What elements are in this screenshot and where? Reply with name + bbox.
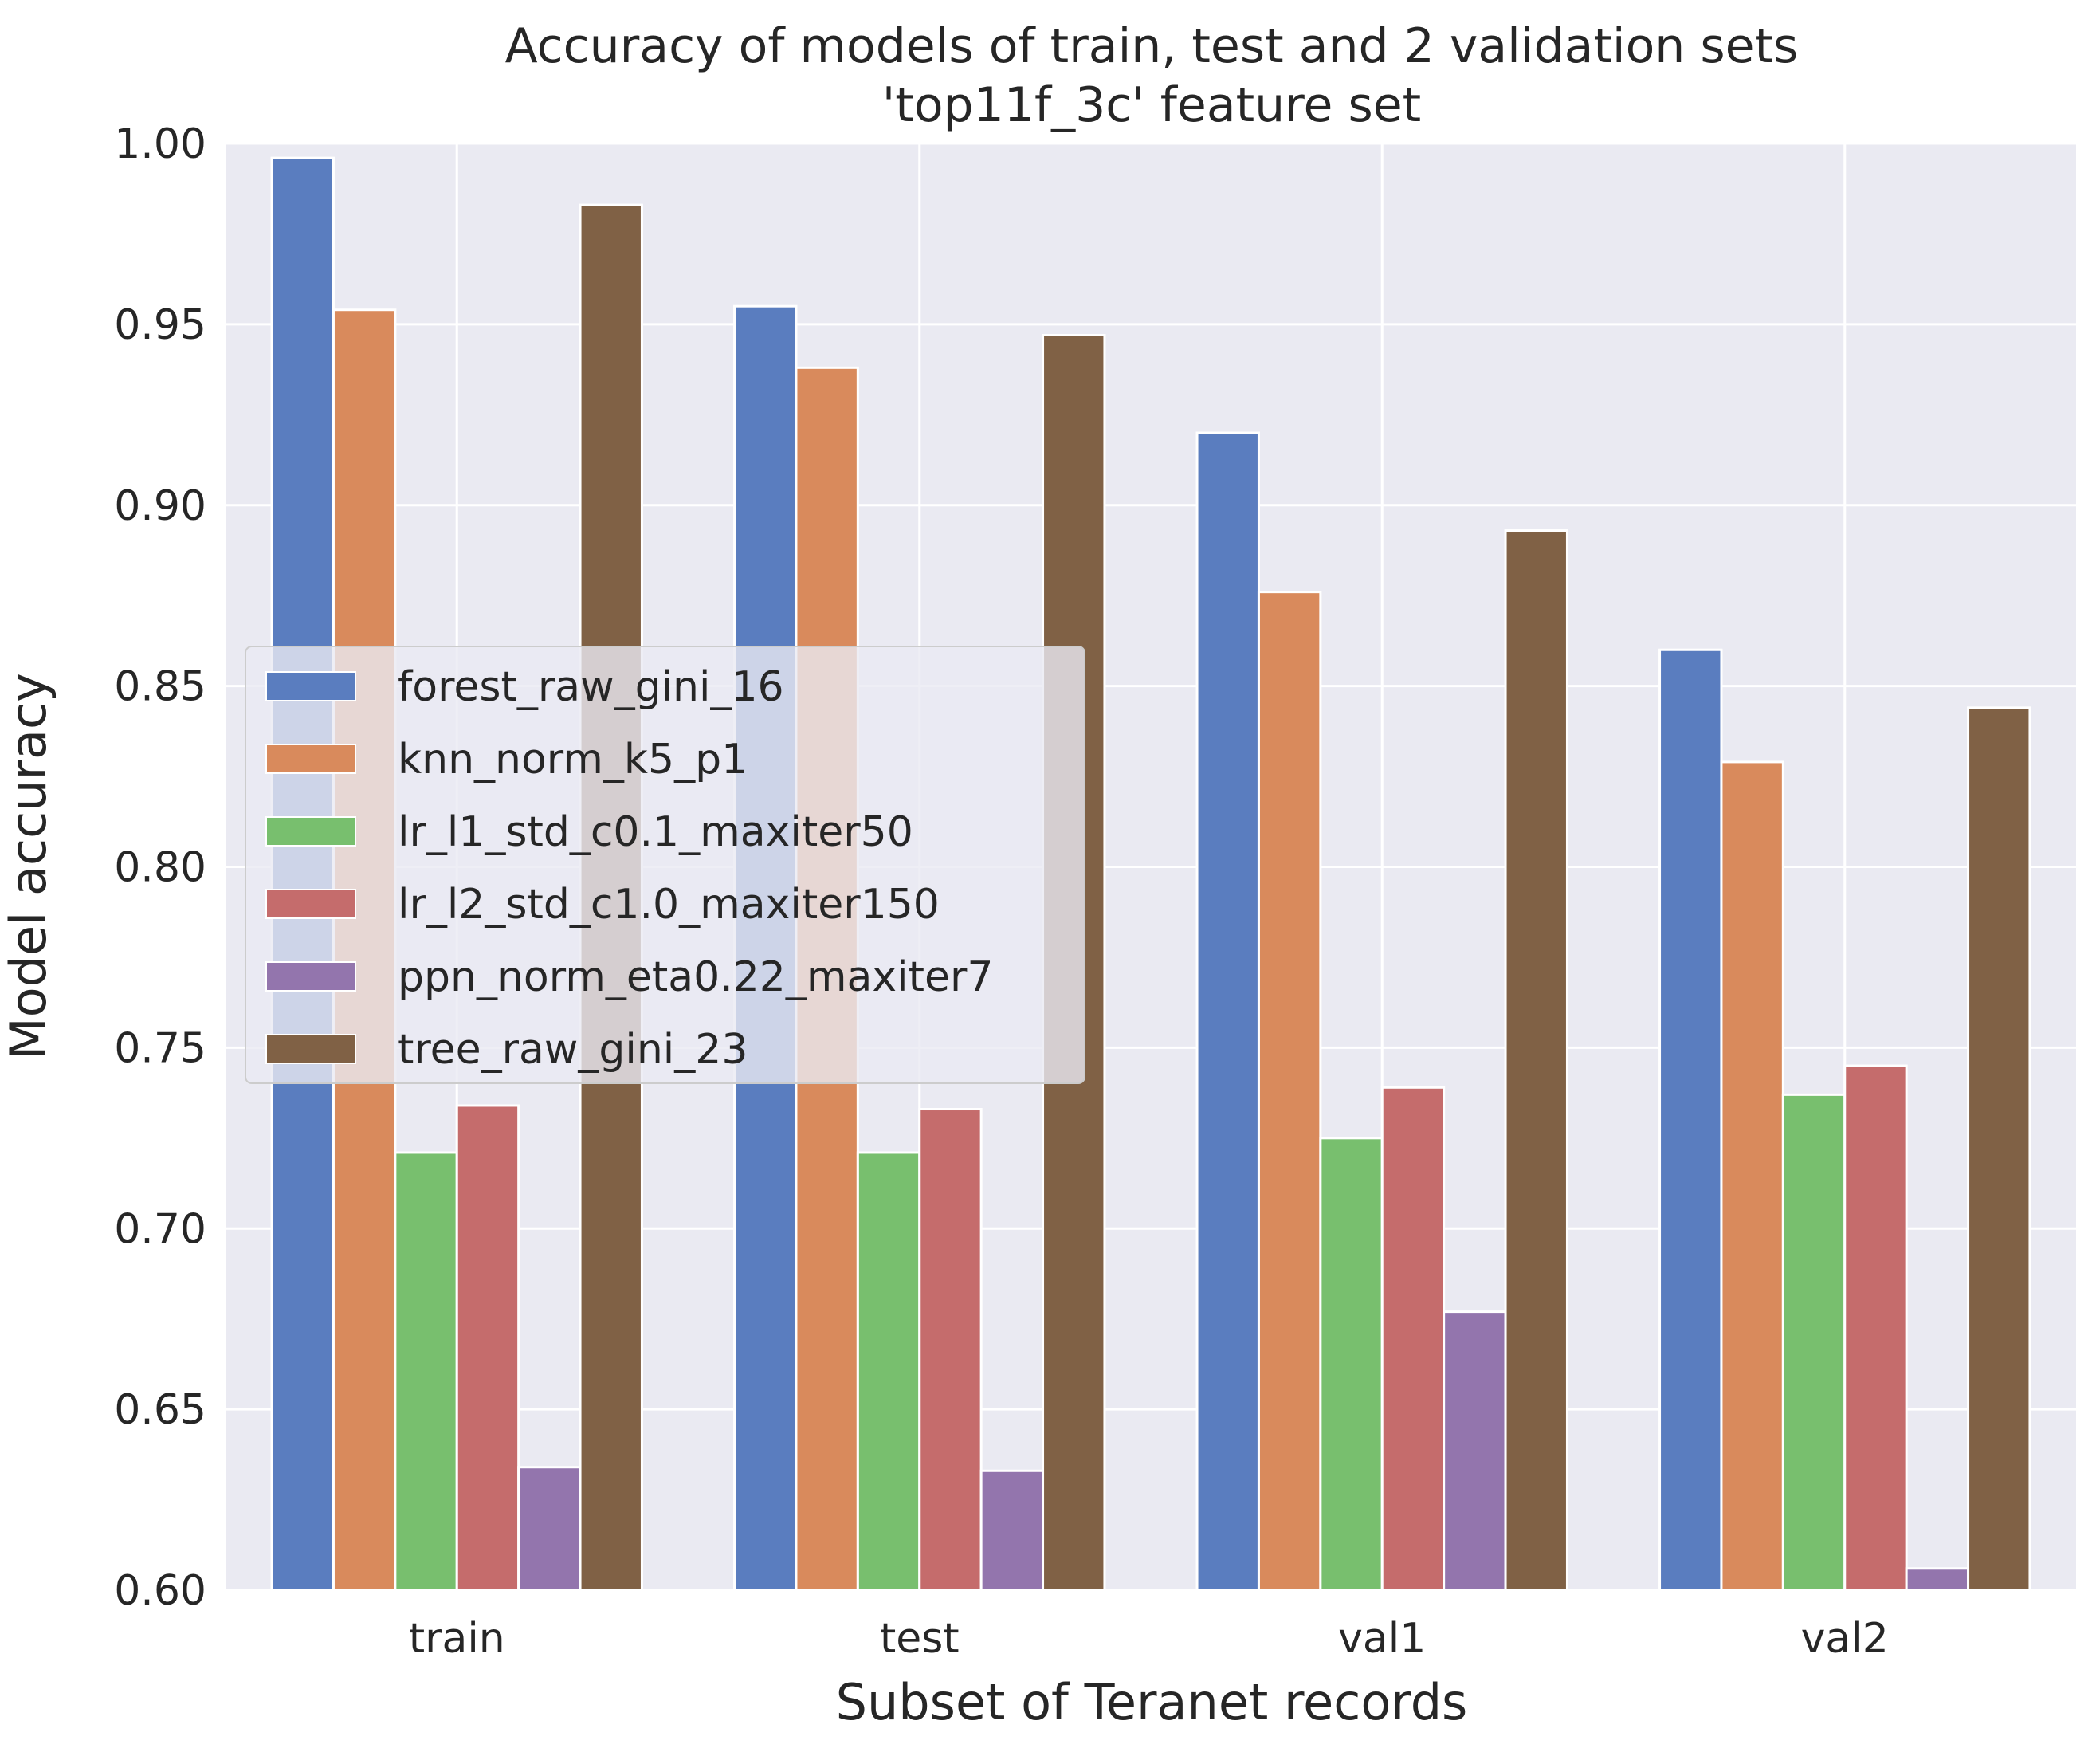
legend-swatch <box>265 671 356 701</box>
y-tick-label: 0.75 <box>114 1024 206 1072</box>
y-tick-label: 0.65 <box>114 1386 206 1434</box>
chart-title: Accuracy of models of train, test and 2 … <box>505 18 1799 74</box>
legend: forest_raw_gini_16 knn_norm_k5_p1 lr_l1_st… <box>245 646 1085 1084</box>
bar-lr_l1_std_c0.1_maxiter50-val2 <box>1781 1093 1847 1592</box>
bar-ppn_norm_eta0.22_maxiter7-test <box>979 1469 1045 1592</box>
bar-tree_raw_gini_23-val1 <box>1504 529 1568 1592</box>
x-tick-label: val1 <box>1338 1615 1426 1663</box>
y-tick-label: 0.60 <box>114 1567 206 1615</box>
bar-lr_l1_std_c0.1_maxiter50-test <box>856 1151 921 1592</box>
legend-label: knn_norm_k5_p1 <box>398 736 748 784</box>
bar-forest_raw_gini_16-val1 <box>1195 431 1260 1592</box>
y-tick-label: 0.80 <box>114 844 206 892</box>
chart-subtitle: 'top11f_3c' feature set <box>882 77 1421 133</box>
bar-lr_l2_std_c1.0_maxiter150-train <box>455 1104 520 1592</box>
x-tick-label: test <box>880 1615 960 1663</box>
bar-forest_raw_gini_16-val2 <box>1658 648 1723 1592</box>
y-tick-labels: 0.60 0.65 0.70 0.75 0.80 0.85 0.90 0.95 1.00 <box>114 120 206 1615</box>
legend-box <box>245 646 1085 1084</box>
y-tick-label: 0.95 <box>114 301 206 349</box>
legend-label: tree_raw_gini_23 <box>398 1026 748 1074</box>
x-tick-label: val2 <box>1801 1615 1889 1663</box>
bar-ppn_norm_eta0.22_maxiter7-train <box>517 1466 582 1592</box>
legend-swatch <box>265 816 356 847</box>
y-tick-label: 1.00 <box>114 120 206 168</box>
legend-swatch <box>265 889 356 919</box>
x-tick-labels: train test val1 val2 <box>409 1615 1889 1663</box>
legend-swatch <box>265 744 356 774</box>
y-tick-label: 0.85 <box>114 663 206 711</box>
bar-tree_raw_gini_23-val2 <box>1967 706 2031 1592</box>
legend-label: forest_raw_gini_16 <box>398 663 784 711</box>
bar-lr_l1_std_c0.1_maxiter50-train <box>394 1151 458 1592</box>
bar-lr_l1_std_c0.1_maxiter50-val1 <box>1319 1137 1384 1592</box>
legend-label: lr_l1_std_c0.1_maxiter50 <box>398 808 913 856</box>
bar-ppn_norm_eta0.22_maxiter7-val1 <box>1443 1310 1507 1592</box>
legend-swatch <box>265 1034 356 1064</box>
x-axis-label: Subset of Teranet records <box>836 1673 1468 1731</box>
x-tick-label: train <box>409 1615 505 1663</box>
legend-swatch <box>265 961 356 992</box>
bar-lr_l2_std_c1.0_maxiter150-val1 <box>1380 1086 1446 1592</box>
y-axis-label: Model accuracy <box>0 673 57 1060</box>
legend-label: ppn_norm_eta0.22_maxiter7 <box>398 953 993 1001</box>
legend-label: lr_l2_std_c1.0_maxiter150 <box>398 881 940 929</box>
y-tick-label: 0.90 <box>114 482 206 530</box>
bar-knn_norm_k5_p1-val1 <box>1257 591 1322 1592</box>
y-tick-label: 0.70 <box>114 1205 206 1253</box>
bar-lr_l2_std_c1.0_maxiter150-val2 <box>1843 1064 1908 1592</box>
bar-lr_l2_std_c1.0_maxiter150-test <box>918 1108 983 1592</box>
bar-ppn_norm_eta0.22_maxiter7-val2 <box>1905 1567 1970 1592</box>
bar-knn_norm_k5_p1-val2 <box>1720 760 1784 1592</box>
